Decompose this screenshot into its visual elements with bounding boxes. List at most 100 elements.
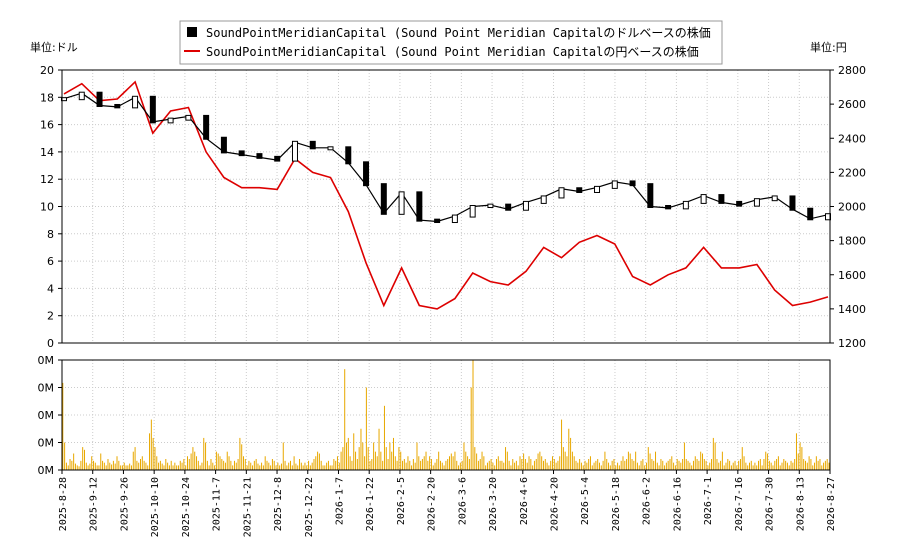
volume-bar <box>721 451 723 470</box>
volume-bar <box>814 462 816 470</box>
volume-bar <box>826 459 828 470</box>
volume-bar <box>486 462 488 470</box>
volume-bar <box>624 460 626 470</box>
volume-bar <box>107 459 109 470</box>
volume-bar <box>712 437 714 470</box>
legend: SoundPointMeridianCapital (Sound Point M… <box>179 20 723 65</box>
volume-bar <box>597 459 599 470</box>
volume-bar <box>233 460 235 470</box>
volume-bar <box>259 465 261 470</box>
volume-bar <box>253 460 255 470</box>
volume-bar <box>559 456 561 470</box>
date-tick-label: 2026-5-18 <box>611 477 622 531</box>
volume-bar <box>163 465 165 470</box>
volume-bar <box>67 465 69 470</box>
volume-bar <box>246 465 248 470</box>
volume-bar <box>524 459 526 470</box>
volume-bar <box>506 451 508 470</box>
volume-bar <box>550 460 552 470</box>
volume-bar <box>483 456 485 470</box>
volume-bar <box>801 447 803 470</box>
volume-bar <box>600 465 602 470</box>
volume-bar <box>683 442 685 470</box>
volume-bar <box>824 460 826 470</box>
volume-bar <box>221 459 223 470</box>
volume-bar <box>284 460 286 470</box>
volume-bar <box>308 460 310 470</box>
volume-tick-label: 0M <box>38 437 55 450</box>
volume-bar <box>212 462 214 470</box>
date-tick-label: 2025-11-7 <box>212 477 223 531</box>
volume-bar <box>416 442 418 470</box>
volume-bar <box>78 466 80 470</box>
volume-bar <box>208 465 210 470</box>
volume-bar <box>306 465 308 470</box>
dollar-candle <box>771 195 778 202</box>
volume-bar <box>89 463 91 470</box>
volume-bar <box>138 462 140 470</box>
volume-bar <box>439 460 441 470</box>
dollar-candle <box>185 114 192 121</box>
volume-bar <box>680 462 682 470</box>
volume-bar <box>557 460 559 470</box>
volume-bar <box>667 460 669 470</box>
volume-bar <box>286 465 288 470</box>
volume-bar <box>248 460 250 470</box>
volume-bar <box>158 462 160 470</box>
volume-bar <box>374 451 376 470</box>
volume-bar <box>203 437 205 470</box>
date-tick-label: 2025-12-8 <box>273 477 284 531</box>
volume-bar <box>183 459 185 470</box>
volume-bar <box>367 447 369 470</box>
left-tick-label: 10 <box>40 201 54 214</box>
volume-bar <box>629 453 631 470</box>
volume-bar <box>767 453 769 470</box>
volume-bar <box>819 459 821 470</box>
volume-bar <box>114 463 116 470</box>
date-tick-label: 2025-12-22 <box>304 477 315 537</box>
volume-tick-label: 0M <box>38 354 55 367</box>
volume-bar <box>546 462 548 470</box>
dollar-candle <box>736 200 743 207</box>
volume-bar <box>588 459 590 470</box>
volume-bar <box>745 462 747 470</box>
volume-bar <box>243 456 245 470</box>
volume-bar <box>329 465 331 470</box>
volume-bar <box>579 459 581 470</box>
volume-bar <box>727 459 729 470</box>
price-panel-frame <box>61 69 831 344</box>
volume-bar <box>747 465 749 470</box>
volume-bar <box>154 447 156 470</box>
volume-bar <box>620 460 622 470</box>
volume-bar <box>716 459 718 470</box>
left-tick-label: 14 <box>40 146 54 159</box>
volume-bar <box>302 465 304 470</box>
volume-bar <box>494 465 496 470</box>
dollar-candle <box>291 140 298 162</box>
right-tick-label: 1800 <box>838 235 866 248</box>
volume-bar <box>720 460 722 470</box>
volume-bar <box>656 462 658 470</box>
volume-bar <box>336 456 338 470</box>
volume-bar <box>87 465 89 470</box>
volume-bar <box>642 459 644 470</box>
volume-bar <box>593 462 595 470</box>
volume-bar <box>94 462 96 470</box>
volume-bar <box>492 462 494 470</box>
volume-bar <box>595 460 597 470</box>
volume-bar <box>65 462 67 470</box>
volume-bar <box>734 460 736 470</box>
volume-bar <box>190 453 192 470</box>
volume-bar <box>235 462 237 470</box>
volume-bar <box>170 460 172 470</box>
volume-bar <box>174 462 176 470</box>
volume-bar <box>754 462 756 470</box>
volume-bar <box>76 465 78 470</box>
dollar-candle <box>807 207 814 221</box>
volume-bar <box>188 459 190 470</box>
volume-bar <box>143 460 145 470</box>
volume-bar <box>371 459 373 470</box>
volume-bar <box>91 456 93 470</box>
date-tick-label: 2026-7-16 <box>734 477 745 531</box>
volume-bar <box>414 462 416 470</box>
